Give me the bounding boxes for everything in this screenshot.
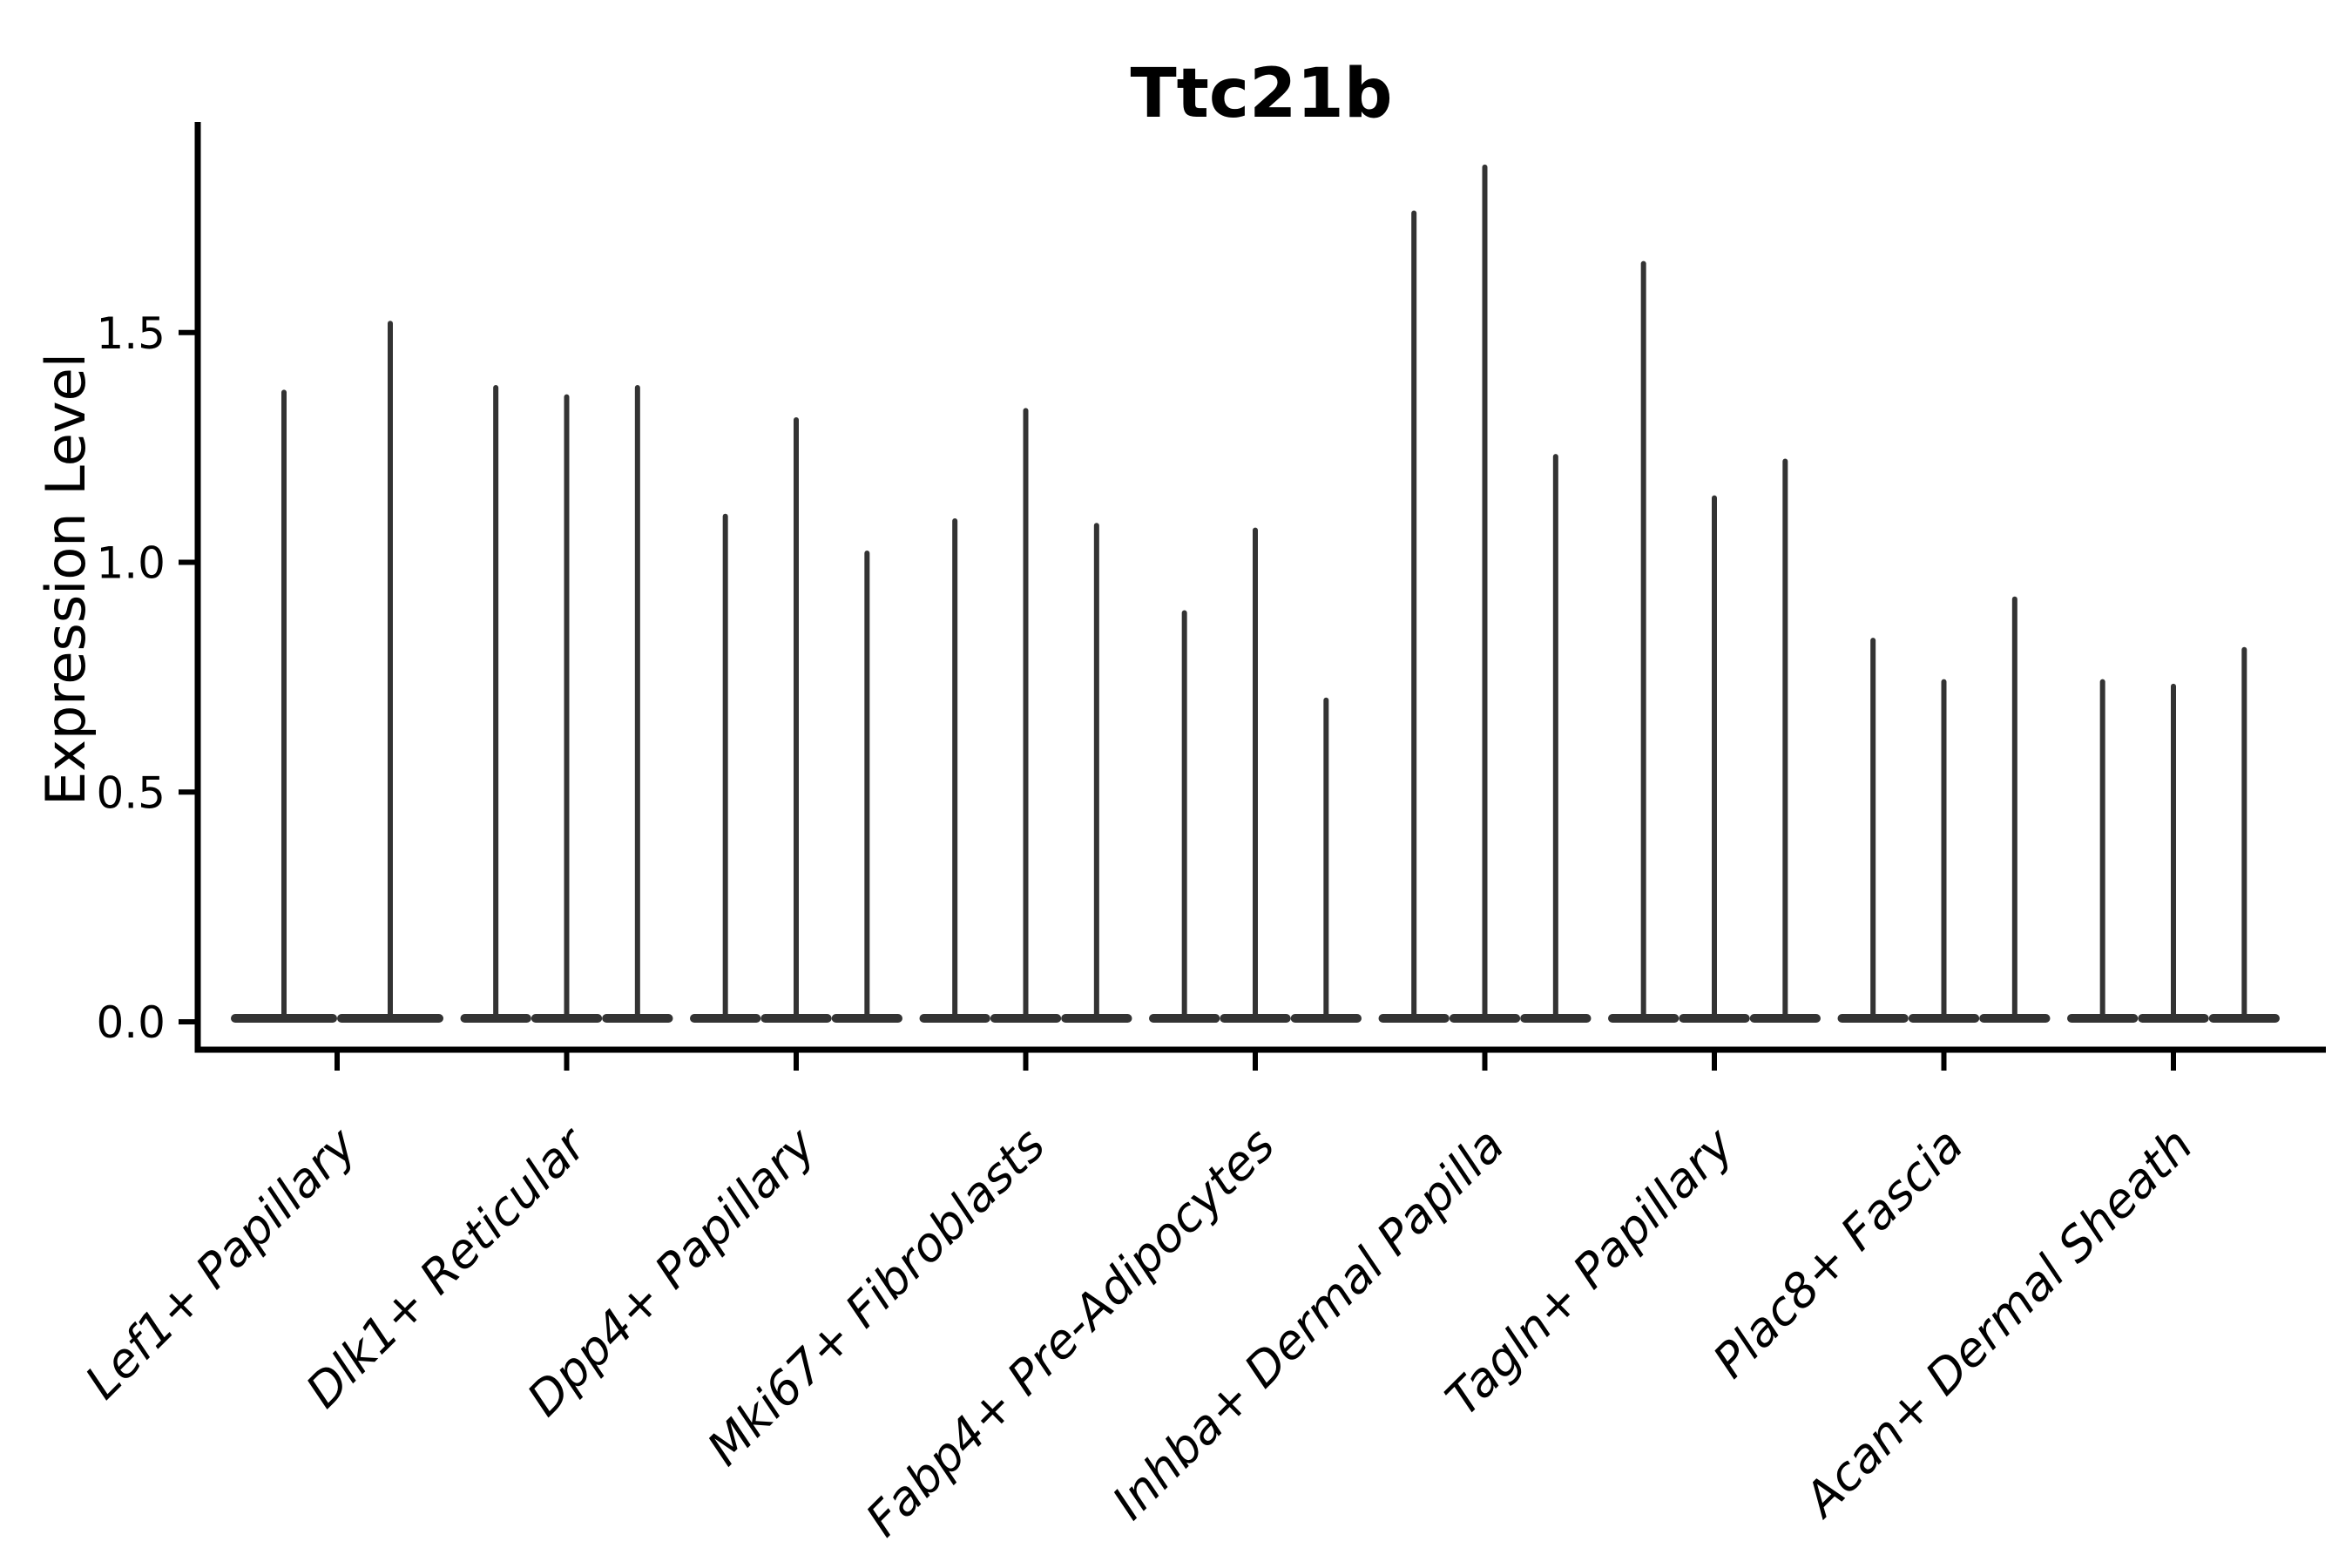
y-axis-label: Expression Level (34, 353, 98, 806)
y-axis-ticks: 0.0 0.5 1.0 1.5 (96, 308, 198, 1048)
chart-title: Ttc21b (1130, 55, 1392, 133)
y-tick-label: 1.5 (96, 308, 166, 359)
y-tick-label: 0.5 (96, 767, 166, 818)
violin-glyphs (231, 164, 2280, 1023)
x-tick-label: Inhba+ Dermal Papilla (1102, 1118, 1515, 1531)
x-tick-label: Fabp4+ Pre-Adipocytes (855, 1118, 1285, 1547)
x-tick-label: Acan+ Dermal Sheath (1792, 1118, 2203, 1529)
y-tick-label: 1.0 (96, 538, 166, 589)
y-tick-label: 0.0 (96, 997, 166, 1048)
